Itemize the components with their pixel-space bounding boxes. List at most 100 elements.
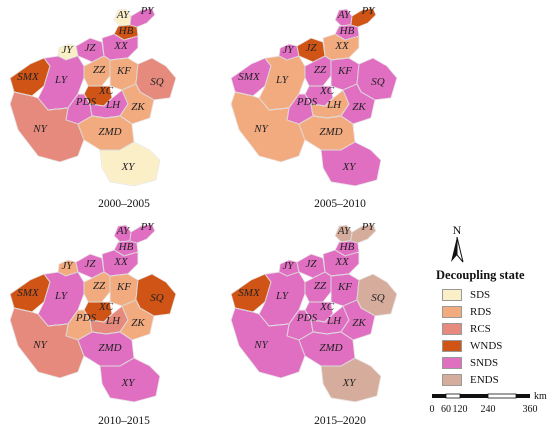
- scale-unit: km: [534, 391, 547, 402]
- region-label-lh: LH: [326, 99, 342, 111]
- legend-item-ends: ENDS: [442, 371, 502, 388]
- legend-item-rcs: RCS: [442, 320, 502, 337]
- region-label-pds: PDS: [75, 96, 97, 108]
- legend-label: RDS: [470, 305, 492, 318]
- region-label-xx: XX: [334, 256, 350, 268]
- region-label-pds: PDS: [296, 312, 318, 324]
- legend-item-rds: RDS: [442, 303, 502, 320]
- region-label-kf: KF: [116, 65, 131, 77]
- legend-item-snds: SNDS: [442, 354, 502, 371]
- legend-swatch: [442, 339, 462, 352]
- region-label-py: PY: [361, 221, 377, 233]
- region-label-zmd: ZMD: [319, 126, 342, 138]
- region-label-jy: JY: [283, 44, 296, 56]
- region-label-sq: SQ: [150, 292, 164, 304]
- region-label-jy: JY: [62, 44, 75, 56]
- legend-title: Decoupling state: [436, 268, 525, 282]
- region-label-zk: ZK: [131, 101, 145, 113]
- legend-swatch: [442, 356, 462, 369]
- region-label-xc: XC: [98, 301, 114, 313]
- region-label-zk: ZK: [352, 317, 366, 329]
- region-label-ay: AY: [116, 9, 131, 21]
- region-xy: [320, 357, 382, 403]
- region-label-hb: HB: [339, 25, 355, 37]
- region-label-kf: KF: [337, 281, 352, 293]
- region-xy: [320, 141, 382, 187]
- legend-label: WNDS: [470, 339, 503, 352]
- region-label-jz: JZ: [85, 258, 97, 270]
- region-label-xc: XC: [98, 85, 114, 97]
- region-label-ny: NY: [32, 123, 48, 135]
- region-label-py: PY: [361, 5, 377, 17]
- region-label-zz: ZZ: [314, 280, 327, 292]
- region-xy: [99, 141, 161, 187]
- legend-label: RCS: [470, 322, 491, 335]
- north-arrow: N: [445, 222, 469, 271]
- region-label-ly: LY: [275, 290, 290, 302]
- region-label-ly: LY: [54, 74, 69, 86]
- region-zk: [119, 299, 155, 341]
- legend-swatch: [442, 373, 462, 386]
- region-label-sq: SQ: [371, 292, 385, 304]
- scale-tick-label: 360: [523, 404, 538, 415]
- region-label-smx: SMX: [17, 71, 40, 83]
- legend-item-wnds: WNDS: [442, 337, 502, 354]
- legend-label: SDS: [470, 288, 491, 301]
- region-label-xy: XY: [342, 161, 358, 173]
- region-label-zmd: ZMD: [98, 342, 121, 354]
- region-label-xx: XX: [113, 256, 129, 268]
- region-label-zk: ZK: [352, 101, 366, 113]
- region-label-kf: KF: [116, 281, 131, 293]
- region-label-ny: NY: [253, 339, 269, 351]
- region-label-ly: LY: [275, 74, 290, 86]
- region-zk: [340, 83, 376, 125]
- region-label-sq: SQ: [150, 76, 164, 88]
- region-label-jz: JZ: [85, 42, 97, 54]
- region-label-hb: HB: [339, 241, 355, 253]
- region-label-jy: JY: [283, 260, 296, 272]
- region-label-jz: JZ: [306, 258, 318, 270]
- region-label-ny: NY: [253, 123, 269, 135]
- region-label-ay: AY: [337, 225, 352, 237]
- north-arrow-label: N: [453, 223, 462, 237]
- region-label-kf: KF: [337, 65, 352, 77]
- region-label-xc: XC: [319, 85, 335, 97]
- region-label-xy: XY: [342, 377, 358, 389]
- period-label-3: 2010–2015: [98, 415, 150, 427]
- legend-swatch: [442, 288, 462, 301]
- region-xy: [99, 357, 161, 403]
- period-label-2: 2005–2010: [314, 198, 366, 210]
- region-label-zz: ZZ: [314, 64, 327, 76]
- region-label-smx: SMX: [238, 71, 261, 83]
- region-label-lh: LH: [105, 315, 121, 327]
- region-label-ay: AY: [116, 225, 131, 237]
- region-label-xx: XX: [113, 40, 129, 52]
- region-label-hb: HB: [118, 241, 134, 253]
- scale-tick-label: 120: [453, 404, 468, 415]
- legend-label: SNDS: [470, 356, 499, 369]
- region-label-ly: LY: [54, 290, 69, 302]
- region-label-zz: ZZ: [93, 64, 106, 76]
- legend: SDS RDS RCS WNDS SNDS ENDS: [442, 286, 502, 388]
- region-label-lh: LH: [326, 315, 342, 327]
- scale-bar: 0 60 120 240 360 km: [426, 388, 550, 423]
- region-label-zz: ZZ: [93, 280, 106, 292]
- scale-tick-label: 240: [481, 404, 496, 415]
- region-label-lh: LH: [105, 99, 121, 111]
- period-label-1: 2000–2005: [98, 198, 150, 210]
- region-label-pds: PDS: [75, 312, 97, 324]
- region-label-jy: JY: [62, 260, 75, 272]
- region-label-zk: ZK: [131, 317, 145, 329]
- period-label-4: 2015–2020: [314, 415, 366, 427]
- region-zk: [340, 299, 376, 341]
- region-label-xx: XX: [334, 40, 350, 52]
- region-label-pds: PDS: [296, 96, 318, 108]
- region-label-smx: SMX: [238, 287, 261, 299]
- region-label-zmd: ZMD: [319, 342, 342, 354]
- region-label-jz: JZ: [306, 42, 318, 54]
- region-label-hb: HB: [118, 25, 134, 37]
